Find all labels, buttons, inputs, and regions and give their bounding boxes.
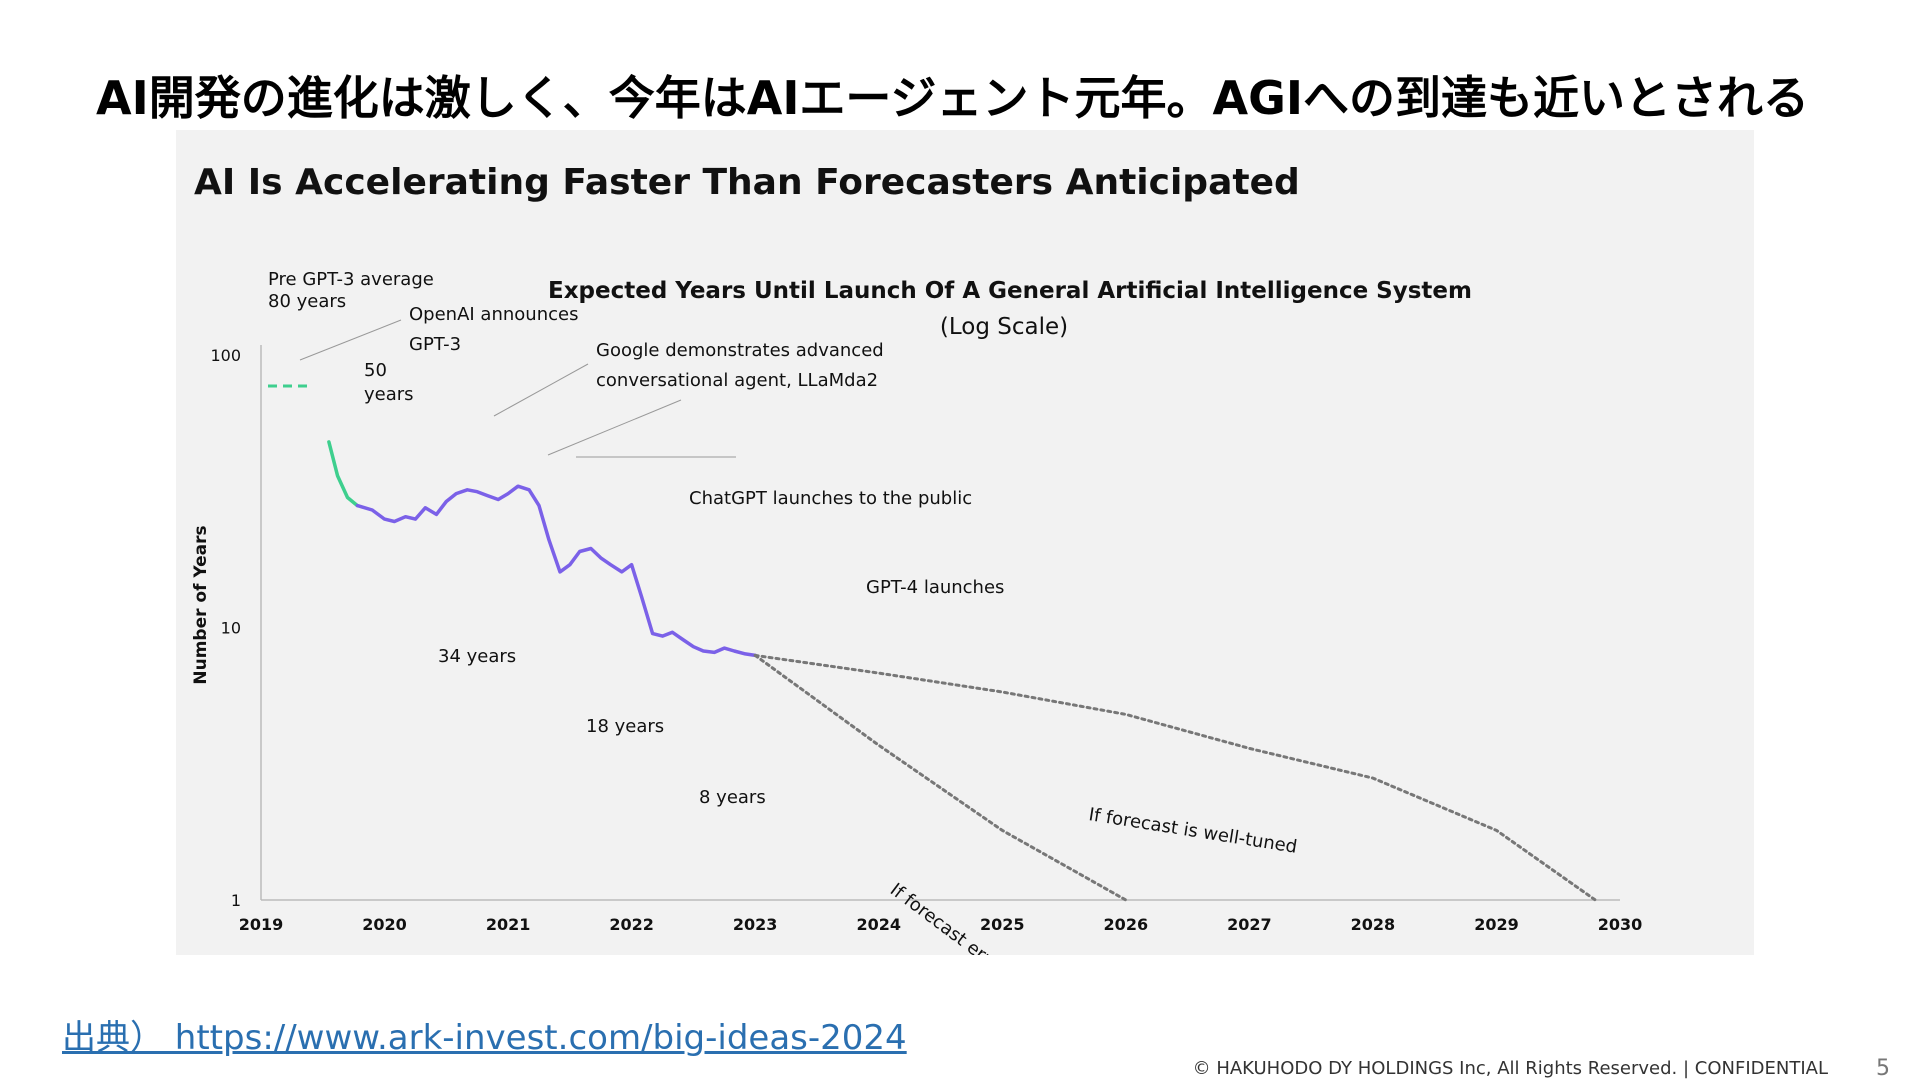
series-line-forecast-error — [753, 653, 1128, 902]
x-tick-label-2027: 2027 — [1227, 915, 1272, 934]
years34-annotation: 34 years — [438, 646, 516, 667]
chatgpt-leader-line — [547, 399, 682, 456]
google-leader-line — [493, 363, 589, 417]
agi-forecast-chart: AI Is Accelerating Faster Than Forecaste… — [191, 162, 1643, 955]
fifty-years-annotation-line1: 50 — [364, 360, 387, 381]
y-tick-labels: 100 10 1 — [210, 346, 241, 910]
series-layer — [327, 440, 1597, 902]
x-tick-label-2029: 2029 — [1474, 915, 1519, 934]
series-line-forecast-well-tuned — [753, 653, 1597, 902]
slide-headline: AI開発の進化は激しく、今年はAIエージェント元年。AGIへの到達も近いとされる — [96, 71, 1809, 125]
y-axis-label: Number of Years — [191, 525, 211, 684]
chart-heading: AI Is Accelerating Faster Than Forecaste… — [194, 162, 1300, 203]
well-tuned-annotation: If forecast is well-tuned — [1087, 804, 1298, 858]
x-tick-label-2026: 2026 — [1104, 915, 1149, 934]
chart-title: Expected Years Until Launch Of A General… — [548, 278, 1472, 304]
x-tick-label-2028: 2028 — [1351, 915, 1396, 934]
copyright-footer: © HAKUHODO DY HOLDINGS Inc, All Rights R… — [1192, 1058, 1828, 1079]
years18-annotation: 18 years — [586, 716, 664, 737]
openai-leader-line — [299, 319, 402, 361]
google-annotation-line1: Google demonstrates advanced — [596, 340, 884, 361]
x-tick-label-2030: 2030 — [1598, 915, 1643, 934]
fifty-years-annotation-line2: years — [364, 384, 414, 405]
pre-gpt3-annotation-line2: 80 years — [268, 291, 346, 312]
x-tick-label-2021: 2021 — [486, 915, 531, 934]
x-tick-label-2019: 2019 — [239, 915, 284, 934]
x-tick-label-2022: 2022 — [609, 915, 654, 934]
openai-annotation-line2: GPT-3 — [409, 334, 461, 355]
x-tick-label-2025: 2025 — [980, 915, 1025, 934]
chart-subtitle: (Log Scale) — [940, 314, 1068, 340]
gpt4-annotation: GPT-4 launches — [866, 577, 1004, 598]
source-link[interactable]: 出典） https://www.ark-invest.com/big-ideas… — [62, 1018, 907, 1058]
y-tick-label-100: 100 — [210, 346, 241, 365]
x-tick-label-2020: 2020 — [362, 915, 407, 934]
chart-panel: AI Is Accelerating Faster Than Forecaste… — [176, 130, 1754, 955]
x-tick-label-2023: 2023 — [733, 915, 778, 934]
chatgpt-annotation: ChatGPT launches to the public — [689, 488, 972, 509]
series-line-main — [355, 484, 757, 658]
pre-gpt3-annotation-line1: Pre GPT-3 average — [268, 269, 434, 290]
x-tick-labels: 2019 2020 2021 2022 2023 2024 2025 2026 2027 2028… — [239, 915, 1643, 934]
series-line-pre — [327, 440, 360, 508]
years8-annotation: 8 years — [699, 787, 766, 808]
page-number: 5 — [1876, 1056, 1890, 1080]
x-tick-label-2024: 2024 — [856, 915, 901, 934]
google-annotation-line2: conversational agent, LLaMda2 — [596, 370, 878, 391]
y-tick-label-1: 1 — [231, 891, 241, 910]
y-tick-label-10: 10 — [221, 619, 241, 638]
openai-annotation-line1: OpenAI announces — [409, 304, 578, 325]
